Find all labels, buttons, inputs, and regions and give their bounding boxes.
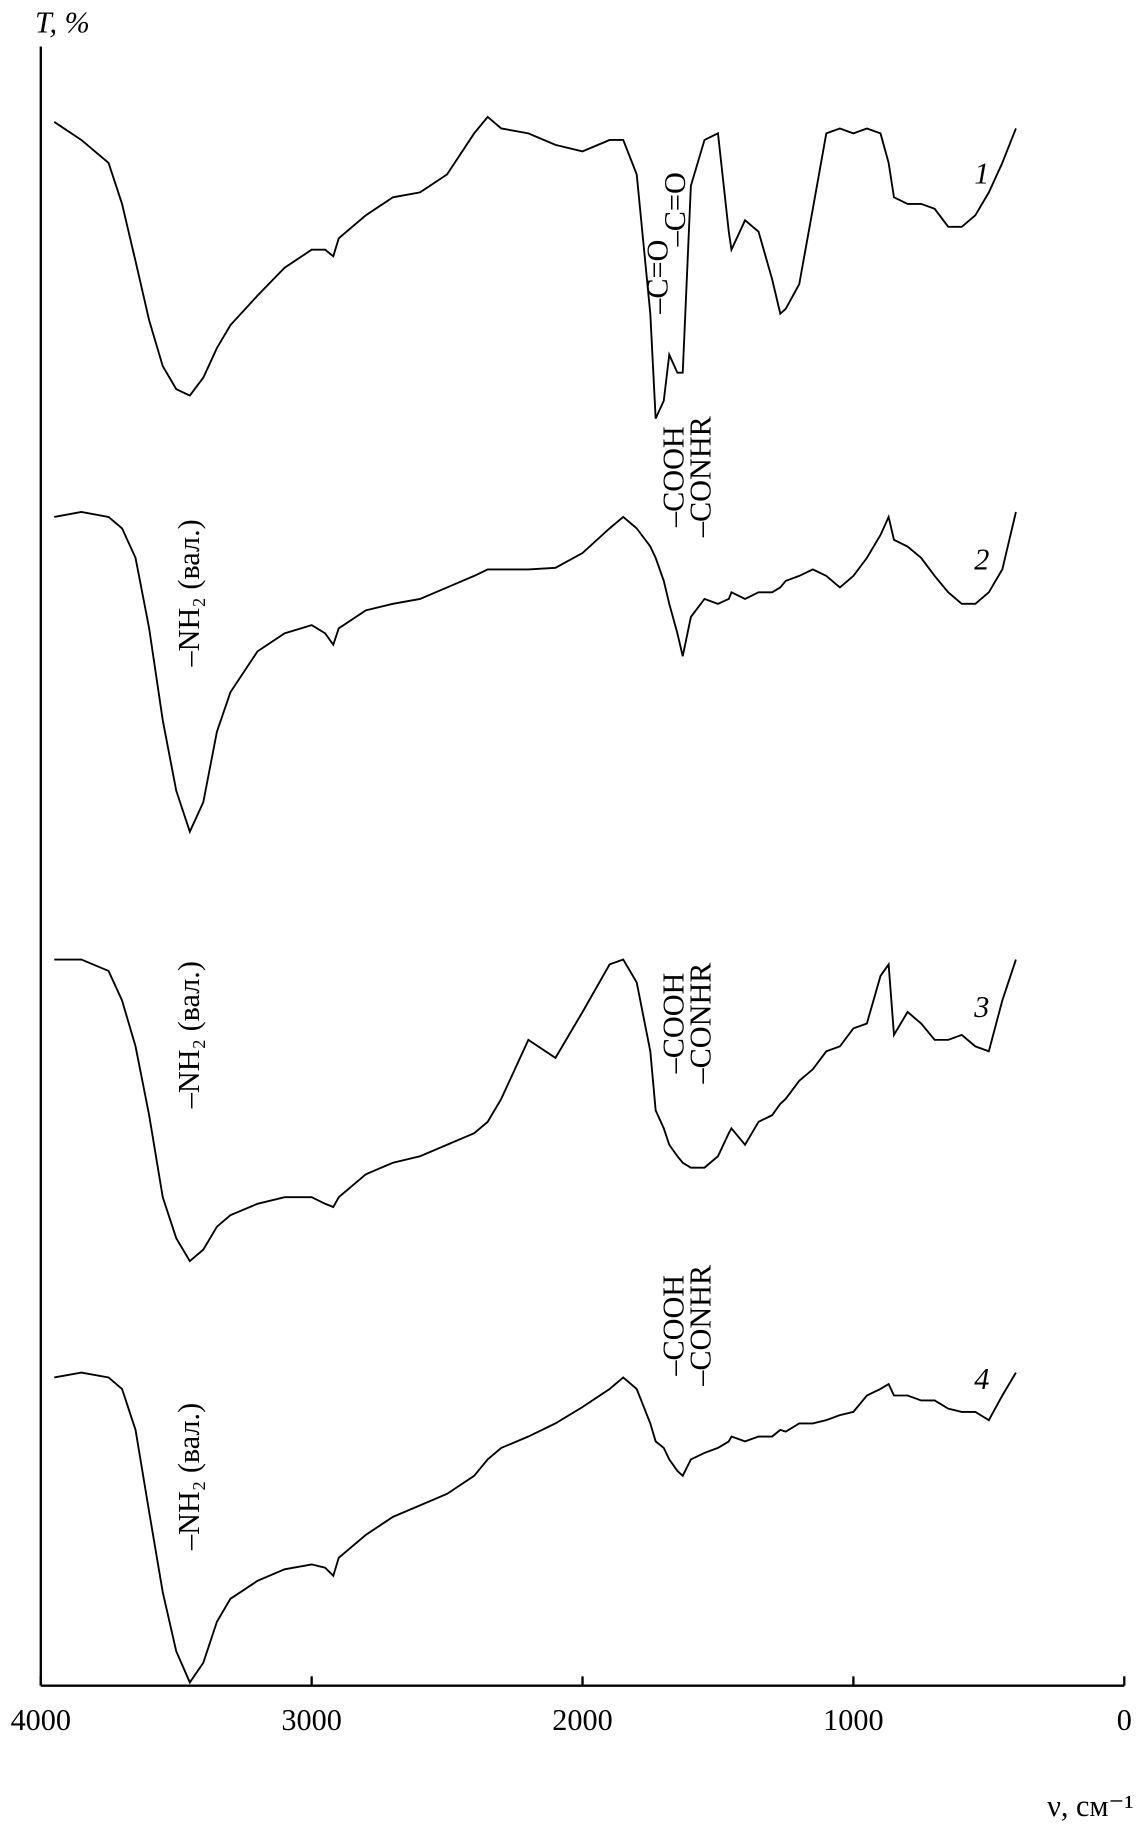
peak-annotation: –CONHR — [683, 415, 717, 538]
x-tick-label: 3000 — [281, 1703, 341, 1737]
peak-annotation: –C=O — [658, 172, 692, 247]
series-label: 4 — [974, 1362, 989, 1396]
x-tick-label: 0 — [1117, 1703, 1132, 1737]
x-tick-label: 2000 — [552, 1703, 612, 1737]
spectrum-line — [54, 958, 1017, 1263]
spectrum-line — [53, 115, 1017, 420]
peak-annotation: –NH₂ (вал.) — [172, 1403, 206, 1551]
x-axis-label: ν, см⁻¹ — [1047, 1789, 1133, 1823]
peak-annotation: –C=O — [640, 240, 674, 315]
peak-annotation: –COOH — [657, 426, 691, 528]
peak-annotation: –CONHR — [683, 962, 717, 1085]
series-label: 2 — [974, 543, 989, 577]
y-axis-label: T, % — [35, 6, 90, 40]
peak-annotation: –CONHR — [683, 1264, 717, 1387]
peak-annotation: –NH₂ (вал.) — [172, 519, 206, 667]
series-label: 1 — [974, 157, 989, 191]
peak-annotation: –COOH — [657, 1275, 691, 1377]
x-tick-label: 1000 — [823, 1703, 883, 1737]
x-tick-label: 4000 — [11, 1703, 71, 1737]
peak-annotation: –NH₂ (вал.) — [172, 961, 206, 1109]
spectrum-line — [54, 1371, 1017, 1685]
peak-annotation: –COOH — [657, 973, 691, 1075]
series-label: 3 — [973, 990, 989, 1024]
spectrum-line — [54, 511, 1017, 835]
